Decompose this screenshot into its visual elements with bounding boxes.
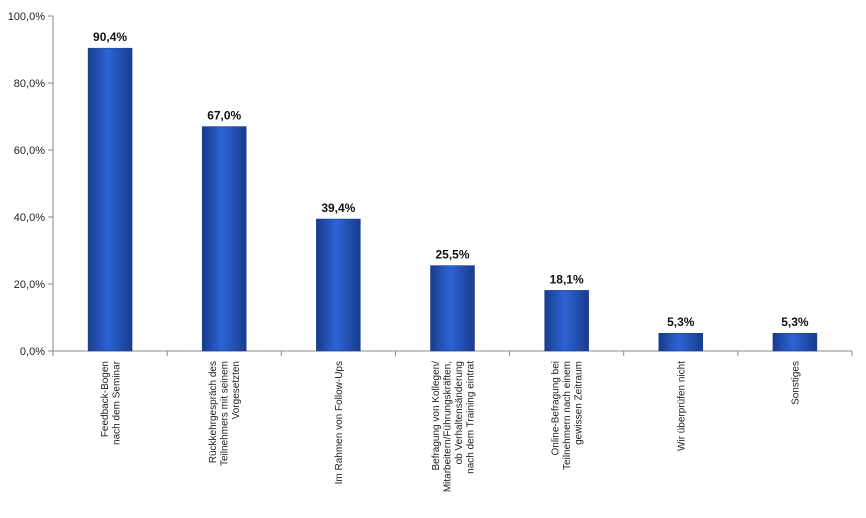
x-tick-label-line: Mitarbeitern/Führungskräften, [442,361,453,492]
bar [430,265,475,352]
bar [544,290,589,352]
x-tick-label-line: Vorgesetzten [231,361,242,419]
y-tick-label: 80,0% [14,78,45,90]
y-tick-label: 20,0% [14,279,45,291]
x-tick-label-line: gewissen Zeitraum [574,361,585,445]
bars [87,47,818,352]
x-tick-label: Sonstiges [790,361,801,405]
y-tick-label: 40,0% [14,212,45,224]
x-tick-label-line: Im Rahmen von Follow-Ups [334,361,345,484]
x-tick-label-line: Sonstiges [790,361,801,405]
x-tick-label-line: Feedback-Bogen [100,361,111,437]
data-label: 39,4% [321,201,355,215]
y-axis: 0,0% 20,0% 40,0% 60,0% 80,0% 100,0% [8,11,853,358]
x-tick-label-line: Wir überprüfen nicht [676,361,687,451]
x-tick-label: Online-Befragung bei Teilnehmern nach ein… [551,361,585,470]
data-label: 67,0% [207,109,241,123]
data-label: 5,3% [667,315,695,329]
data-label: 5,3% [781,315,809,329]
x-tick-label: Befragung von Kollegen/Mitarbeitern/Führ… [431,361,477,492]
bar [772,332,818,352]
y-tick-label: 0,0% [20,346,45,358]
x-tick-label: Wir überprüfen nicht [676,361,687,451]
bar [201,126,247,352]
bar [658,332,704,352]
x-tick-label-line: Teilnehmern nach einem [562,361,573,470]
bar [316,218,361,352]
y-tick-label: 60,0% [14,145,45,157]
x-tick-label: Im Rahmen von Follow-Ups [334,361,345,484]
x-tick-label-line: nach dem Training eintrat [465,361,476,474]
y-tick-label: 100,0% [8,11,46,23]
x-tick-label: Rückkehrgespräch des Teilnehmers mit sein… [208,361,242,466]
data-label: 25,5% [435,248,469,262]
x-tick-label: Feedback-Bogen nach dem Seminar [100,360,123,445]
value-labels: 90,4% 67,0% 39,4% 25,5% 18,1% 5,3% 5,3% [93,30,809,329]
x-tick-label-line: Teilnehmers mit seinem [220,361,231,466]
x-tick-label-line: ob Verhaltensänderung [454,361,465,464]
x-tick-label-line: Online-Befragung bei [551,361,562,456]
data-label: 90,4% [93,30,127,44]
x-axis-labels: Feedback-Bogen nach dem Seminar Rückkehrge… [100,360,802,492]
x-tick-label-line: Befragung von Kollegen/ [431,361,442,471]
x-tick-label-line: Rückkehrgespräch des [208,361,219,463]
data-label: 18,1% [550,272,584,286]
bar [87,47,133,352]
x-tick-label-line: nach dem Seminar [111,360,122,445]
